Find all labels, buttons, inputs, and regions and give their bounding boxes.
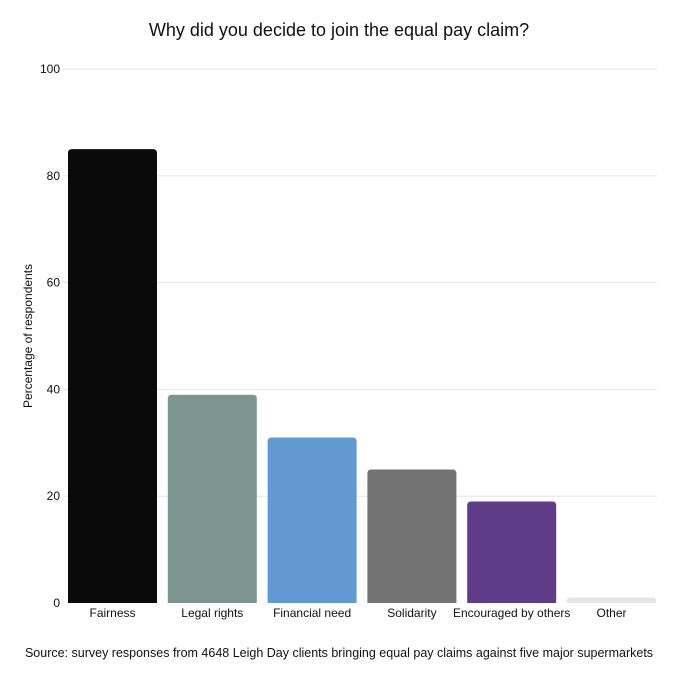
y-tick-label: 80 [47,169,61,183]
bar-encouraged-by-others [467,501,557,603]
gridlines [63,68,657,497]
bar-other [567,597,656,603]
x-tick-label: Solidarity [387,606,436,620]
x-axis-ticks: Fairness Legal rights Financial need Solida… [89,606,626,620]
x-tick-label: Encouraged by others [453,606,570,620]
bar-solidarity [367,469,457,603]
bar-legal-rights [167,394,257,603]
y-tick-label: 100 [40,62,60,76]
y-tick-label: 20 [47,489,61,503]
y-axis-ticks: 0 20 40 60 80 100 [40,62,60,610]
bar-fairness [68,149,157,603]
bar-financial-need [267,437,357,603]
source-note: Source: survey responses from 4648 Leigh… [24,646,654,660]
y-tick-label: 40 [47,382,61,396]
x-tick-label: Financial need [273,606,351,620]
bars [68,149,656,603]
y-tick-label: 60 [47,276,61,290]
y-axis-label: Percentage of respondents [21,263,35,409]
y-tick-label: 0 [53,596,60,610]
x-tick-label: Other [596,606,626,620]
chart-title: Why did you decide to join the equal pay… [148,20,530,40]
x-tick-label: Legal rights [181,606,243,620]
x-tick-label: Fairness [89,606,135,620]
